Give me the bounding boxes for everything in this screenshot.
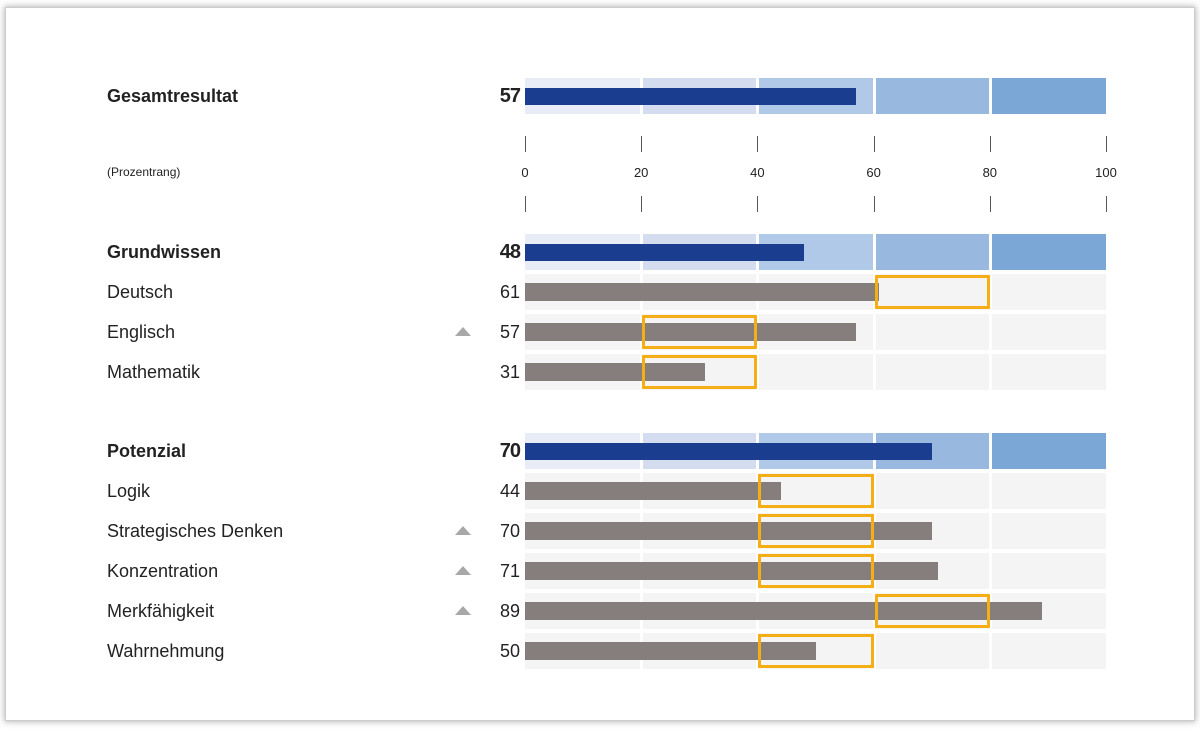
axis-tick-label: 40 <box>750 165 765 180</box>
expected-range-box <box>758 474 874 508</box>
band-segment <box>991 513 1106 549</box>
row-value: 31 <box>499 362 520 382</box>
score-bar <box>525 602 1043 620</box>
band-segment <box>991 78 1106 114</box>
row-value: 89 <box>499 601 520 621</box>
expected-range-box <box>642 315 758 349</box>
band-segment <box>991 314 1106 350</box>
band-segment <box>875 314 989 350</box>
row-label: Grundwissen <box>107 242 222 262</box>
band-segment <box>991 354 1106 390</box>
axis-tick <box>1106 136 1107 152</box>
row-label: Wahrnehmung <box>107 641 225 661</box>
axis-tick <box>989 136 991 152</box>
band-segment <box>875 234 989 270</box>
up-triangle-icon <box>455 526 471 535</box>
expected-range-box <box>874 594 990 628</box>
row-label: Merkfähigkeit <box>107 601 215 621</box>
axis-tick <box>757 136 759 152</box>
row-value: 70 <box>499 521 520 541</box>
axis-tick <box>525 136 526 152</box>
row-value: 44 <box>499 481 520 501</box>
band-segment <box>991 473 1106 509</box>
axis-tick <box>641 196 643 212</box>
row-label: Strategisches Denken <box>107 521 284 541</box>
score-bar <box>525 283 880 301</box>
expected-range-box <box>642 355 758 389</box>
band-segment <box>991 274 1106 310</box>
row-label: Logik <box>107 481 151 501</box>
total-bar <box>525 243 804 261</box>
row-value: 61 <box>499 282 520 302</box>
up-triangle-icon <box>455 566 471 575</box>
band-segment <box>991 234 1106 270</box>
band-segment <box>875 473 989 509</box>
row-value: 57 <box>499 322 520 342</box>
row-value: 48 <box>499 241 521 263</box>
row-value: 71 <box>499 561 520 581</box>
axis-tick <box>1106 196 1107 212</box>
band-segment <box>875 78 989 114</box>
axis-tick-label: 60 <box>866 165 881 180</box>
axis-tick <box>873 136 875 152</box>
row-label: Gesamtresultat <box>107 86 239 106</box>
axis-tick <box>525 196 526 212</box>
score-bar <box>525 522 932 540</box>
row-label: Potenzial <box>107 441 187 461</box>
up-triangle-icon <box>455 606 471 615</box>
expected-range-box <box>758 634 874 668</box>
axis-tick-label: 0 <box>521 165 529 180</box>
band-segment <box>875 633 989 669</box>
up-triangle-icon <box>455 327 471 336</box>
row-label: Englisch <box>107 322 176 342</box>
score-bar <box>525 642 816 660</box>
band-segment <box>991 633 1106 669</box>
axis-tick <box>873 196 875 212</box>
axis-tick <box>641 136 643 152</box>
band-segment <box>875 274 989 310</box>
expected-range-box <box>874 275 990 309</box>
score-bar <box>525 363 706 381</box>
row-value: 57 <box>499 85 521 107</box>
band-segment <box>991 433 1106 469</box>
band-segment <box>875 354 989 390</box>
axis-tick <box>757 196 759 212</box>
band-segment <box>991 553 1106 589</box>
band-segment <box>759 354 873 390</box>
axis-tick <box>989 196 991 212</box>
row-label: Konzentration <box>107 561 219 581</box>
axis-tick-label: 20 <box>633 165 649 180</box>
row-label: Mathematik <box>107 362 201 382</box>
expected-range-box <box>758 514 874 548</box>
expected-range-box <box>758 554 874 588</box>
score-bar <box>525 562 938 580</box>
row-label: Deutsch <box>107 282 174 302</box>
score-bar <box>525 323 857 341</box>
row-value: 50 <box>499 641 520 661</box>
axis-tick-label: 100 <box>1095 165 1117 180</box>
total-bar <box>525 87 857 105</box>
score-bar <box>525 482 781 500</box>
unit-label: (Prozentrang) <box>107 165 181 179</box>
total-bar <box>525 442 932 460</box>
axis-tick-label: 80 <box>982 165 998 180</box>
row-value: 70 <box>499 440 521 462</box>
